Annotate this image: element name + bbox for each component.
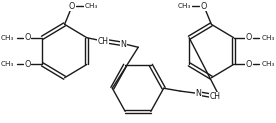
Text: CH₃: CH₃ — [262, 35, 275, 41]
Text: O: O — [25, 33, 31, 42]
Text: O: O — [245, 60, 251, 69]
Text: O: O — [69, 2, 75, 11]
Text: O: O — [25, 60, 31, 69]
Text: O: O — [245, 33, 251, 42]
Text: N: N — [196, 89, 201, 99]
Text: CH: CH — [209, 92, 221, 101]
Text: CH₃: CH₃ — [84, 3, 98, 9]
Text: CH₃: CH₃ — [262, 61, 275, 67]
Text: CH₃: CH₃ — [178, 3, 192, 9]
Text: O: O — [201, 2, 207, 11]
Text: CH₃: CH₃ — [1, 35, 14, 41]
Text: CH: CH — [98, 37, 109, 46]
Text: N: N — [121, 40, 126, 49]
Text: CH₃: CH₃ — [1, 61, 14, 67]
